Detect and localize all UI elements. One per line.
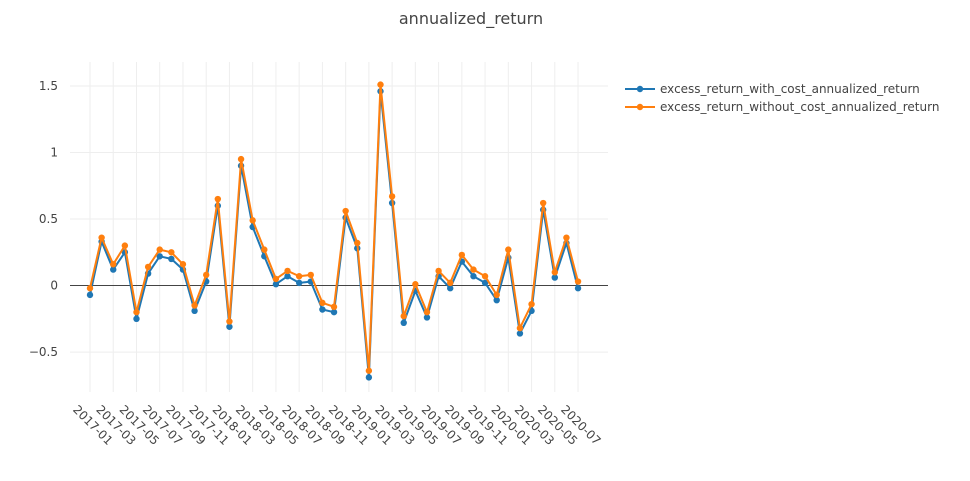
data-point: [133, 315, 140, 323]
data-point: [528, 300, 535, 308]
data-point: [249, 217, 256, 224]
axes: −0.500.511.52017-012017-032017-052017-07…: [29, 79, 608, 448]
data-point: [237, 155, 245, 163]
data-point: [191, 302, 198, 309]
data-point: [86, 291, 94, 299]
grid: [70, 62, 608, 392]
legend-item[interactable]: excess_return_without_cost_annualized_re…: [625, 100, 939, 114]
data-point: [563, 234, 570, 241]
data-point: [319, 306, 326, 313]
data-point: [551, 269, 558, 276]
data-point: [574, 278, 582, 285]
data-point: [295, 279, 303, 287]
data-point: [516, 324, 524, 332]
series-line: [89, 83, 579, 372]
data-point: [481, 273, 489, 280]
legend-label: excess_return_without_cost_annualized_re…: [660, 100, 939, 114]
data-point: [458, 251, 466, 259]
data-point: [179, 261, 187, 268]
legend[interactable]: excess_return_with_cost_annualized_retur…: [625, 82, 939, 114]
data-point: [133, 308, 140, 316]
data-point: [144, 263, 152, 271]
data-point: [377, 81, 384, 88]
legend-label: excess_return_with_cost_annualized_retur…: [660, 82, 920, 96]
data-point: [191, 307, 198, 315]
data-point: [400, 319, 407, 327]
data-point: [470, 266, 477, 273]
data-point: [516, 330, 524, 337]
data-point: [354, 239, 361, 247]
legend-marker: [636, 85, 644, 93]
data-point: [121, 242, 129, 249]
data-point: [365, 367, 373, 374]
y-tick-label: −0.5: [29, 345, 58, 359]
data-point: [110, 266, 117, 273]
data-point: [493, 296, 500, 304]
data-point: [284, 273, 291, 280]
data-point: [412, 281, 419, 288]
data-point: [493, 291, 500, 299]
data-point: [203, 271, 210, 279]
data-point: [307, 271, 314, 279]
data-point: [226, 323, 233, 330]
y-tick-label: 1: [50, 145, 58, 159]
data-point: [330, 308, 338, 316]
data-point: [272, 275, 280, 283]
series-line: [89, 90, 579, 379]
data-point: [214, 195, 222, 203]
data-point: [272, 281, 280, 288]
data-point: [330, 303, 338, 311]
series-group: [86, 88, 582, 381]
y-tick-label: 0.5: [39, 212, 58, 226]
chart-title: annualized_return: [399, 9, 543, 29]
data-point: [551, 274, 558, 281]
data-point: [168, 249, 175, 256]
data-point: [505, 246, 512, 253]
data-point: [86, 285, 94, 292]
data-point: [470, 273, 477, 280]
data-point: [110, 261, 117, 268]
legend-item[interactable]: excess_return_with_cost_annualized_retur…: [625, 82, 920, 96]
data-point: [447, 279, 454, 287]
data-point: [319, 299, 326, 307]
data-point: [435, 267, 442, 275]
data-point: [388, 193, 396, 200]
legend-marker: [636, 103, 644, 111]
data-point: [261, 246, 268, 253]
data-point: [98, 234, 105, 241]
data-point: [156, 246, 163, 253]
data-point: [574, 285, 582, 292]
y-tick-label: 1.5: [39, 79, 58, 93]
data-point: [295, 273, 303, 280]
data-point: [423, 308, 431, 316]
data-point: [156, 253, 163, 260]
data-point: [447, 285, 454, 292]
data-point: [423, 314, 431, 321]
y-tick-label: 0: [50, 279, 58, 293]
data-point: [284, 267, 291, 275]
data-point: [539, 199, 547, 207]
data-point: [481, 279, 489, 287]
series: [86, 81, 582, 381]
data-point: [400, 312, 407, 320]
data-point: [365, 374, 373, 381]
series-group: [86, 81, 582, 374]
data-point: [168, 255, 175, 263]
data-point: [342, 207, 349, 215]
data-point: [226, 318, 233, 325]
